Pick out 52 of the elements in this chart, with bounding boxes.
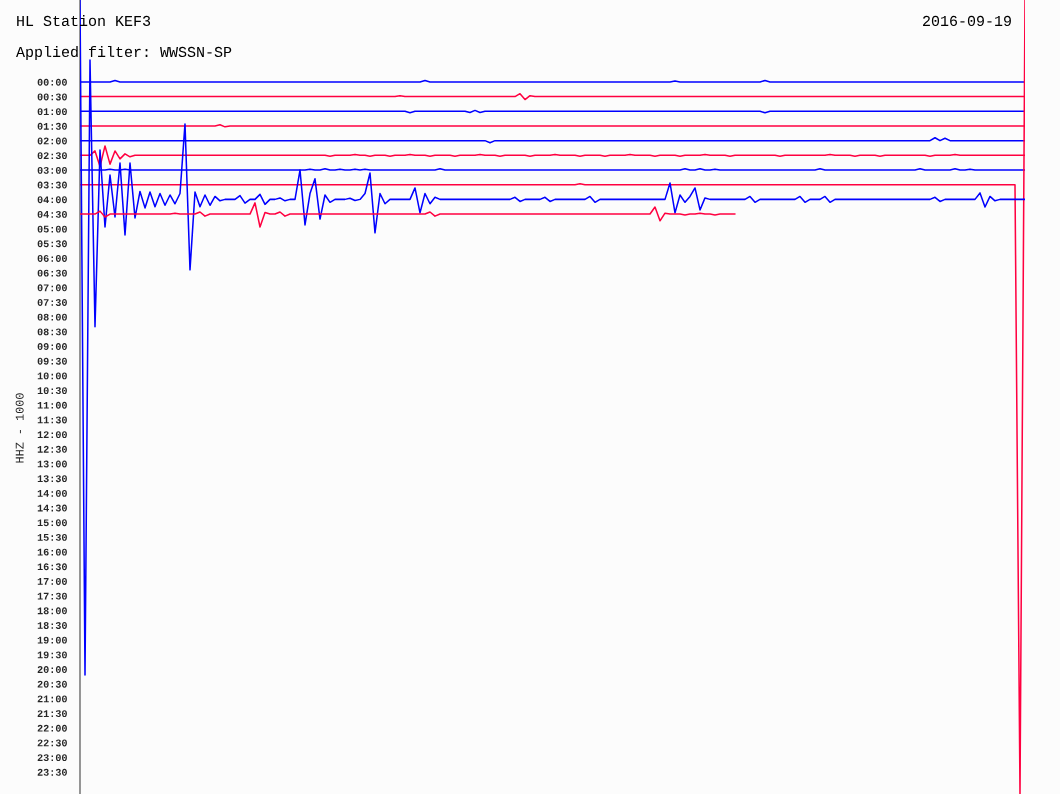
y-tick-label: 20:30 xyxy=(37,680,67,688)
y-tick-label: 05:00 xyxy=(37,225,67,233)
y-tick-label: 19:00 xyxy=(37,636,67,644)
y-tick-label: 22:00 xyxy=(37,724,67,732)
y-tick-label: 04:00 xyxy=(37,196,67,204)
y-tick-label: 16:00 xyxy=(37,548,67,556)
line-series xyxy=(80,202,736,228)
y-tick-label: 15:30 xyxy=(37,533,67,541)
y-tick-label: 10:30 xyxy=(37,387,67,395)
y-tick-label: 09:30 xyxy=(37,357,67,365)
y-tick-label: 11:30 xyxy=(37,416,67,424)
y-tick-label: 01:30 xyxy=(37,122,67,130)
y-tick-label: 21:00 xyxy=(37,695,67,703)
y-tick-label: 05:30 xyxy=(37,240,67,248)
y-tick-label: 00:30 xyxy=(37,93,67,101)
y-tick-label: 21:30 xyxy=(37,710,67,718)
y-tick-label: 02:30 xyxy=(37,152,67,160)
y-tick-label: 23:30 xyxy=(37,768,67,776)
y-tick-label: 15:00 xyxy=(37,519,67,527)
y-tick-label: 07:00 xyxy=(37,284,67,292)
y-tick-label: 06:30 xyxy=(37,269,67,277)
y-tick-label: 04:30 xyxy=(37,210,67,218)
y-tick-label: 07:30 xyxy=(37,299,67,306)
y-tick-label: 23:00 xyxy=(37,754,67,762)
y-tick-label: 03:00 xyxy=(37,166,67,174)
y-tick-label: 19:30 xyxy=(37,651,67,659)
y-axis-title: HHZ - 1000 xyxy=(15,393,24,463)
y-tick-label: 20:00 xyxy=(37,666,67,673)
y-tick-label: 08:30 xyxy=(37,328,67,336)
y-tick-label: 11:00 xyxy=(37,401,67,409)
y-tick-label: 09:00 xyxy=(37,343,67,350)
annotation: 2016-09-19 xyxy=(923,15,1011,27)
y-tick-label: 02:00 xyxy=(37,137,67,145)
y-tick-label: 14:00 xyxy=(37,489,67,497)
y-tick-label: 01:00 xyxy=(37,108,67,116)
y-tick-label: 12:30 xyxy=(37,445,67,453)
y-tick-label: 10:00 xyxy=(37,372,67,380)
y-tick-label: 17:00 xyxy=(37,578,67,585)
y-tick-label: 13:00 xyxy=(37,460,67,468)
y-tick-label: 16:30 xyxy=(37,563,67,571)
y-tick-label: 03:30 xyxy=(37,181,67,189)
y-tick-label: 18:30 xyxy=(37,622,67,629)
y-tick-label: 18:00 xyxy=(37,607,67,615)
y-tick-label: 08:00 xyxy=(37,313,67,321)
y-tick-label: 12:00 xyxy=(37,431,67,439)
text: Applied filter: WWSSN-SP xyxy=(16,46,232,60)
y-tick-label: 13:30 xyxy=(37,475,67,483)
y-tick-label: 14:30 xyxy=(37,504,67,512)
y-tick-label: 22:30 xyxy=(37,739,67,747)
y-tick-label: 00:00 xyxy=(37,78,67,86)
y-tick-label: 17:30 xyxy=(37,592,67,600)
y-tick-label: 06:00 xyxy=(37,255,67,262)
